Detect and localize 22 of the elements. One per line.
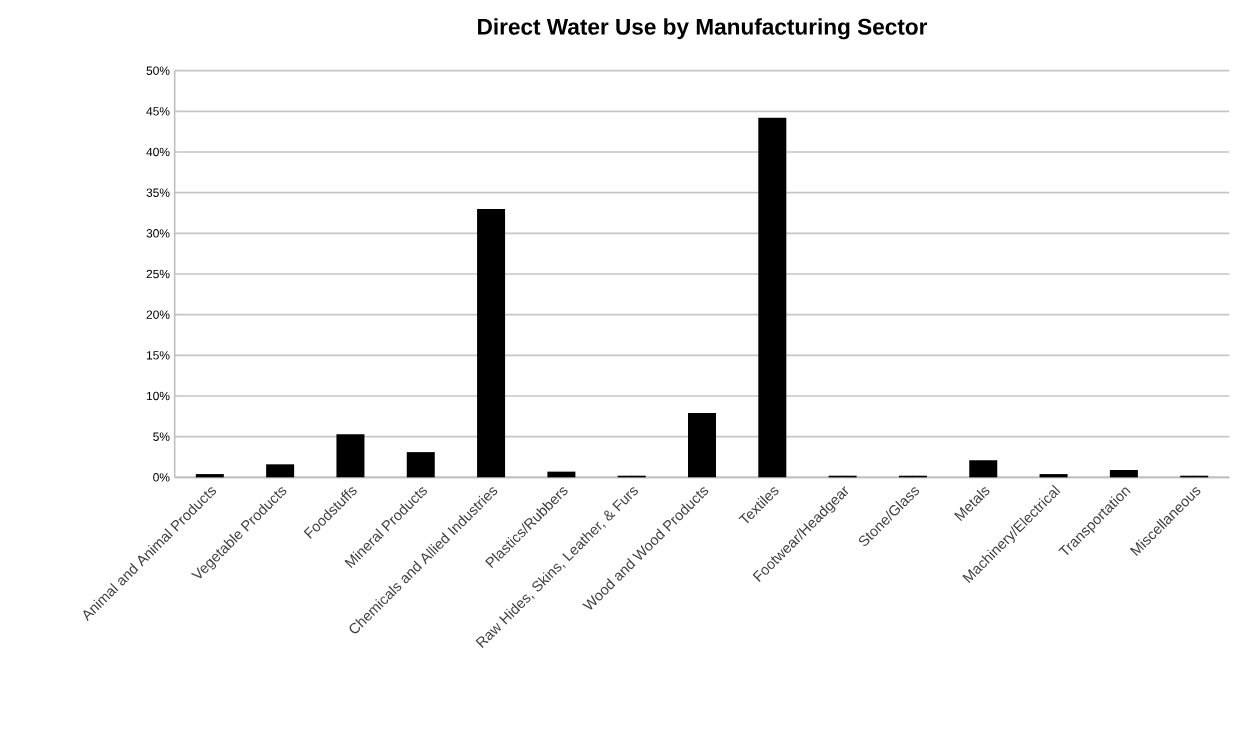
y-tick-label: 35%: [146, 188, 170, 197]
y-tick-label: 20%: [146, 310, 170, 319]
bar: [758, 117, 787, 478]
y-tick-label: 15%: [146, 351, 170, 360]
bar: [336, 434, 365, 478]
bar: [266, 464, 295, 478]
y-tick-label: 10%: [146, 391, 170, 401]
y-tick-label: 40%: [146, 147, 170, 157]
bar: [406, 452, 435, 478]
bar: [688, 413, 717, 478]
bar: [1039, 474, 1068, 478]
bar: [1109, 470, 1138, 478]
y-tick-label: 25%: [146, 269, 170, 279]
bar: [477, 208, 506, 478]
y-tick-label: 0%: [153, 473, 170, 482]
y-tick-label: 45%: [146, 107, 170, 116]
bar: [195, 474, 224, 478]
y-tick-label: 5%: [153, 432, 170, 441]
y-tick-label: 30%: [146, 229, 170, 238]
bar: [969, 460, 998, 478]
chart-title: Direct Water Use by Manufacturing Sector: [478, 18, 928, 40]
y-tick-label: 50%: [146, 66, 170, 75]
